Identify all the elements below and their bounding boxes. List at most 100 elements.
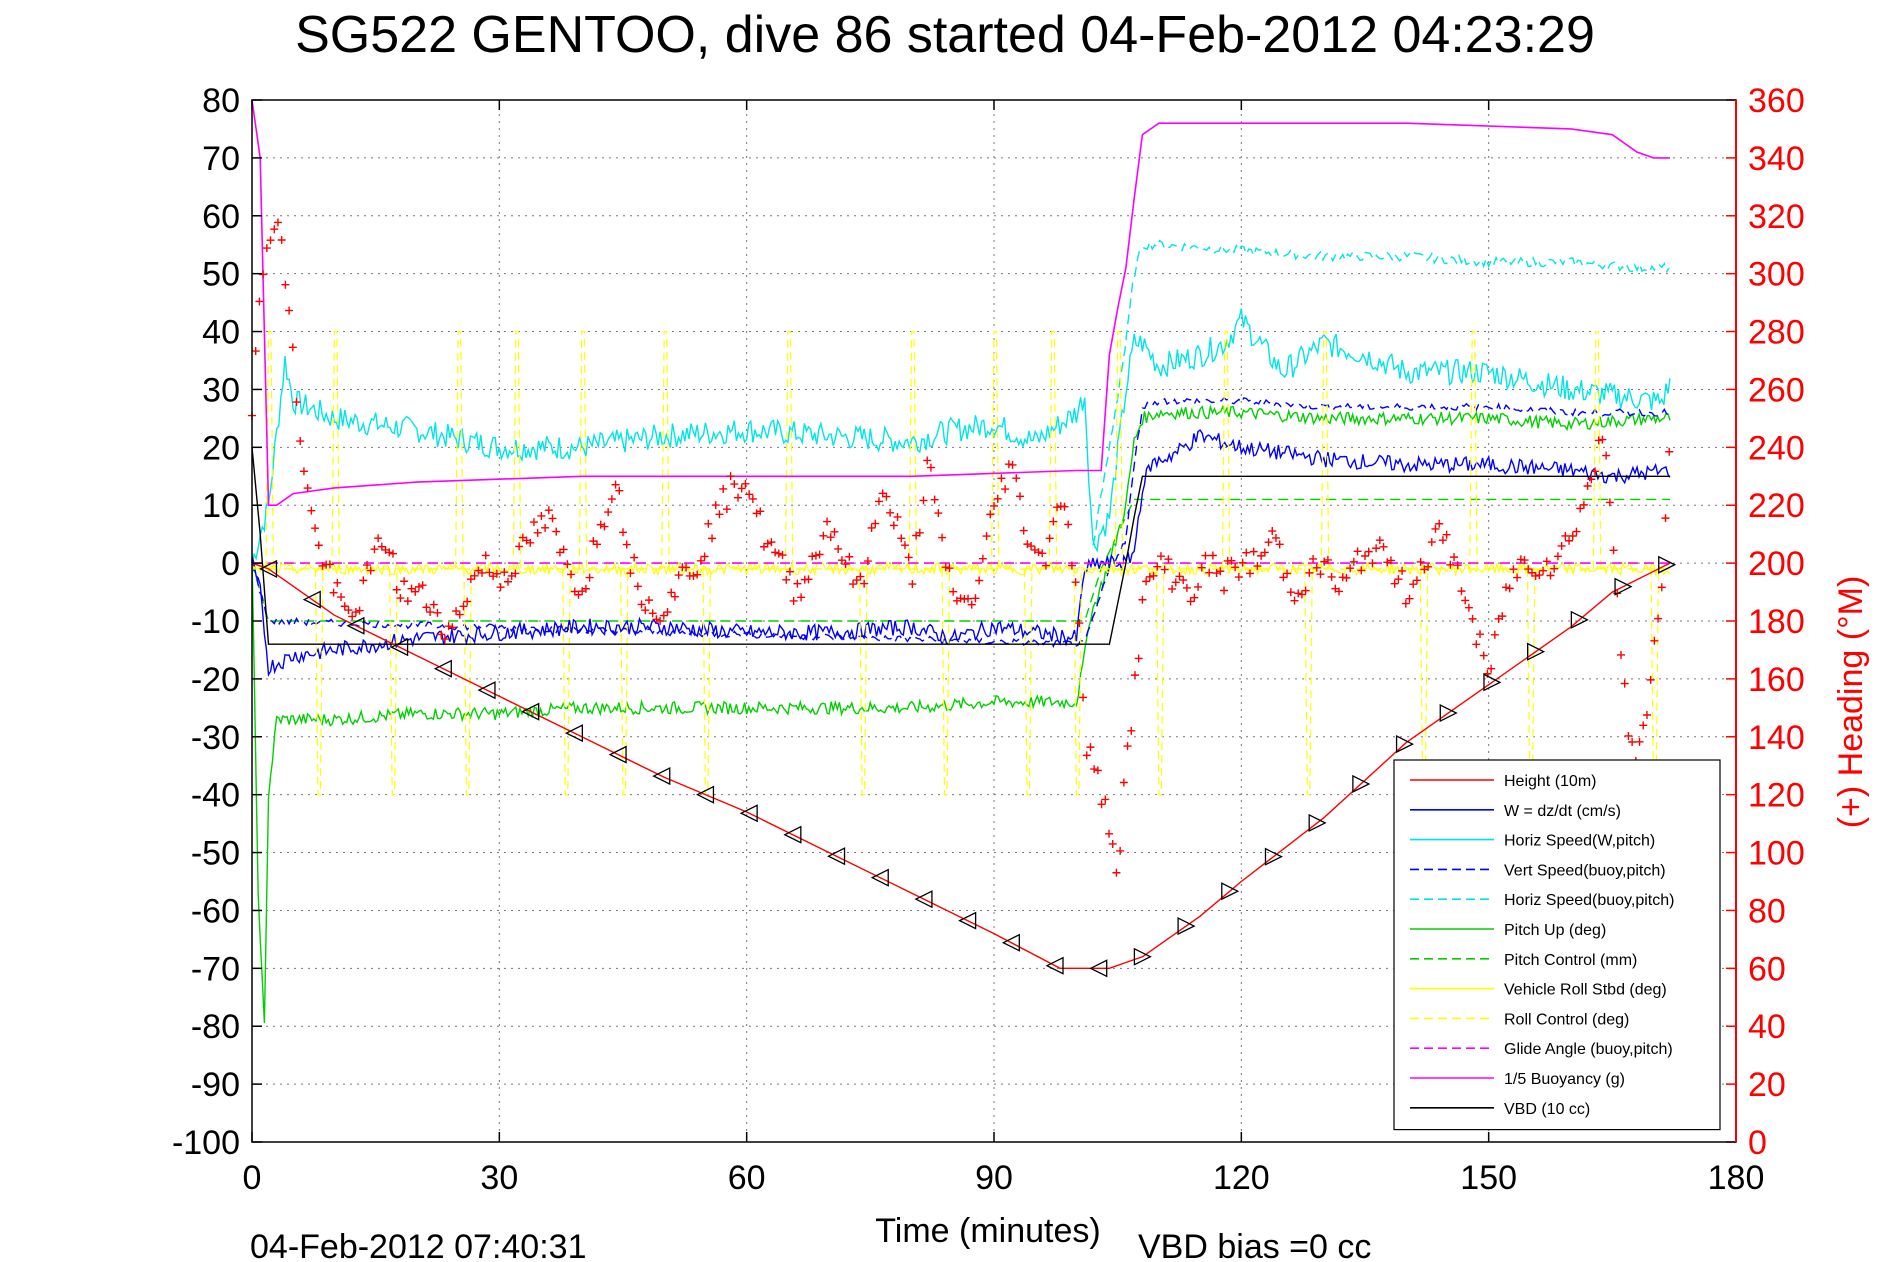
heading-marker bbox=[1208, 551, 1217, 560]
legend-label: Vehicle Roll Stbd (deg) bbox=[1504, 982, 1667, 999]
heading-marker bbox=[1457, 587, 1466, 596]
heading-marker bbox=[741, 479, 750, 488]
heading-marker bbox=[1361, 552, 1369, 561]
y-left-tick-label: 60 bbox=[202, 198, 240, 236]
heading-marker bbox=[949, 587, 958, 596]
heading-marker bbox=[1427, 538, 1436, 547]
heading-marker bbox=[1238, 558, 1247, 567]
y-left-tick-label: -70 bbox=[191, 950, 240, 988]
heading-marker bbox=[1127, 726, 1136, 735]
heading-marker bbox=[1383, 558, 1392, 567]
heading-marker bbox=[1038, 549, 1047, 558]
y-right-tick-label: 360 bbox=[1748, 82, 1805, 120]
roll-control-spike bbox=[908, 331, 918, 569]
y-left-tick-label: 70 bbox=[202, 140, 240, 178]
heading-marker bbox=[1108, 839, 1117, 848]
heading-marker bbox=[1546, 571, 1555, 580]
heading-marker bbox=[978, 554, 987, 563]
heading-marker bbox=[637, 600, 646, 609]
heading-marker bbox=[1268, 527, 1277, 536]
heading-marker bbox=[285, 306, 294, 315]
heading-marker bbox=[1053, 503, 1062, 512]
heading-marker bbox=[515, 542, 524, 551]
heading-marker bbox=[1498, 612, 1507, 621]
heading-marker bbox=[1379, 542, 1388, 551]
heading-marker bbox=[363, 561, 372, 570]
heading-marker bbox=[1130, 671, 1139, 680]
heading-marker bbox=[1639, 721, 1648, 730]
heading-marker bbox=[1401, 599, 1410, 608]
heading-marker bbox=[1171, 578, 1180, 587]
roll-control-spike bbox=[1155, 568, 1165, 796]
heading-marker bbox=[1557, 541, 1566, 550]
heading-marker bbox=[552, 527, 561, 536]
heading-marker bbox=[1654, 614, 1663, 623]
heading-marker bbox=[1190, 593, 1199, 602]
heading-marker bbox=[1605, 498, 1614, 507]
heading-marker bbox=[340, 602, 349, 611]
heading-marker bbox=[1242, 548, 1251, 557]
heading-marker bbox=[904, 553, 913, 562]
pitch-up-line bbox=[251, 404, 1671, 1024]
heading-marker bbox=[897, 534, 906, 543]
heading-marker bbox=[1505, 584, 1514, 593]
heading-marker bbox=[1357, 566, 1366, 575]
height-triangle-marker bbox=[1658, 555, 1677, 574]
heading-marker bbox=[1060, 502, 1069, 511]
y-right-tick-label: 80 bbox=[1748, 892, 1786, 930]
heading-marker bbox=[1082, 751, 1091, 760]
legend-label: Height (10m) bbox=[1504, 773, 1596, 790]
heading-marker bbox=[908, 580, 917, 589]
heading-marker bbox=[1249, 547, 1258, 556]
heading-marker bbox=[834, 544, 843, 553]
heading-marker bbox=[311, 524, 320, 533]
heading-marker bbox=[273, 218, 282, 227]
heading-marker bbox=[1201, 551, 1210, 560]
roll-control-spike bbox=[578, 331, 588, 569]
heading-marker bbox=[938, 533, 947, 542]
heading-marker bbox=[299, 467, 308, 476]
heading-marker bbox=[366, 566, 375, 575]
heading-marker bbox=[774, 549, 783, 558]
heading-marker bbox=[1598, 435, 1607, 444]
heading-marker bbox=[455, 610, 464, 619]
heading-marker bbox=[856, 572, 865, 581]
heading-marker bbox=[1015, 492, 1024, 501]
heading-marker bbox=[1212, 569, 1221, 578]
heading-marker bbox=[719, 484, 728, 493]
heading-marker bbox=[325, 560, 334, 569]
heading-marker bbox=[600, 522, 609, 531]
heading-marker bbox=[670, 592, 679, 601]
heading-marker bbox=[1105, 829, 1114, 838]
heading-marker bbox=[1220, 586, 1229, 595]
heading-marker bbox=[593, 540, 602, 549]
vert-speed-buoy-line bbox=[251, 396, 1670, 649]
heading-marker bbox=[700, 552, 709, 561]
height-triangle-marker bbox=[1527, 642, 1546, 661]
heading-marker bbox=[1079, 693, 1088, 702]
y-left-tick-label: 20 bbox=[202, 429, 240, 467]
y-left-tick-label: -100 bbox=[172, 1124, 240, 1162]
heading-marker bbox=[622, 540, 631, 549]
heading-marker bbox=[704, 519, 713, 528]
y-right-tick-label: 160 bbox=[1748, 661, 1805, 699]
heading-marker bbox=[1472, 640, 1481, 649]
heading-marker bbox=[1027, 542, 1036, 551]
heading-marker bbox=[1245, 569, 1254, 578]
heading-marker bbox=[1101, 795, 1110, 804]
heading-marker bbox=[1431, 524, 1440, 533]
heading-marker bbox=[452, 607, 461, 616]
height-triangle-marker bbox=[783, 825, 802, 844]
heading-marker bbox=[1665, 447, 1674, 456]
heading-marker bbox=[849, 580, 858, 589]
y-left-tick-label: 0 bbox=[221, 545, 240, 583]
roll-control-spike bbox=[1592, 331, 1602, 569]
heading-marker bbox=[262, 244, 271, 253]
heading-marker bbox=[563, 560, 572, 569]
heading-marker bbox=[537, 511, 546, 520]
height-triangle-marker bbox=[1308, 813, 1327, 832]
heading-marker bbox=[1260, 548, 1269, 557]
heading-marker bbox=[333, 578, 342, 587]
heading-marker bbox=[611, 480, 620, 489]
